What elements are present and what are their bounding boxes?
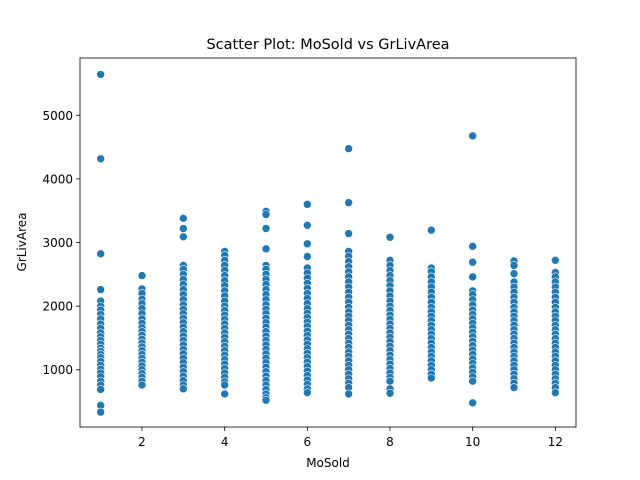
data-point	[303, 388, 312, 397]
data-point	[220, 389, 229, 399]
data-point	[96, 154, 105, 164]
data-point	[468, 131, 477, 141]
data-point	[468, 272, 477, 282]
data-point	[468, 398, 477, 408]
data-point	[551, 256, 560, 265]
data-point	[179, 232, 188, 242]
data-point	[261, 395, 271, 405]
data-point	[96, 249, 105, 259]
y-axis: 1000 2000 3000 4000 5000	[42, 109, 80, 377]
data-point	[261, 224, 271, 233]
data-point	[96, 385, 105, 394]
x-tick-label: 2	[138, 435, 146, 449]
data-point	[385, 376, 395, 386]
data-point	[468, 242, 477, 251]
data-point	[261, 210, 271, 219]
data-point	[220, 380, 229, 390]
data-point	[137, 380, 147, 390]
data-point	[179, 214, 188, 223]
data-point	[427, 225, 436, 235]
data-point	[303, 221, 312, 230]
data-point	[427, 373, 436, 383]
data-point	[261, 244, 271, 254]
x-tick-label: 8	[386, 435, 394, 449]
x-tick-label: 12	[548, 435, 563, 449]
data-point	[344, 198, 353, 207]
y-tick-label: 1000	[42, 363, 73, 377]
y-axis-label: GrLivArea	[15, 213, 29, 272]
data-point	[96, 407, 105, 417]
data-point	[509, 383, 519, 392]
data-point	[509, 261, 519, 270]
data-point	[179, 384, 188, 394]
data-point	[303, 200, 312, 209]
x-tick-label: 4	[221, 435, 229, 449]
data-point	[551, 388, 560, 397]
data-point	[96, 285, 105, 294]
x-tick-label: 6	[304, 435, 312, 449]
data-point	[179, 224, 188, 233]
data-point	[303, 252, 312, 261]
y-tick-label: 5000	[42, 109, 73, 123]
data-point	[344, 144, 353, 153]
y-tick-label: 2000	[42, 300, 73, 314]
y-tick-label: 4000	[42, 172, 73, 186]
data-point	[344, 389, 353, 399]
y-tick-label: 3000	[42, 236, 73, 250]
data-point	[96, 70, 105, 79]
x-tick-label: 10	[465, 435, 480, 449]
data-point	[137, 271, 147, 280]
data-point	[303, 239, 312, 249]
chart-title: Scatter Plot: MoSold vs GrLivArea	[206, 37, 449, 53]
points-layer	[96, 70, 560, 417]
data-point	[468, 257, 477, 267]
data-point	[385, 232, 395, 242]
data-point	[468, 376, 477, 386]
x-axis: 2 4 6 8 10 12	[138, 427, 563, 449]
data-point	[509, 269, 519, 278]
data-point	[385, 388, 395, 398]
x-axis-label: MoSold	[306, 456, 350, 470]
data-point	[344, 229, 353, 238]
